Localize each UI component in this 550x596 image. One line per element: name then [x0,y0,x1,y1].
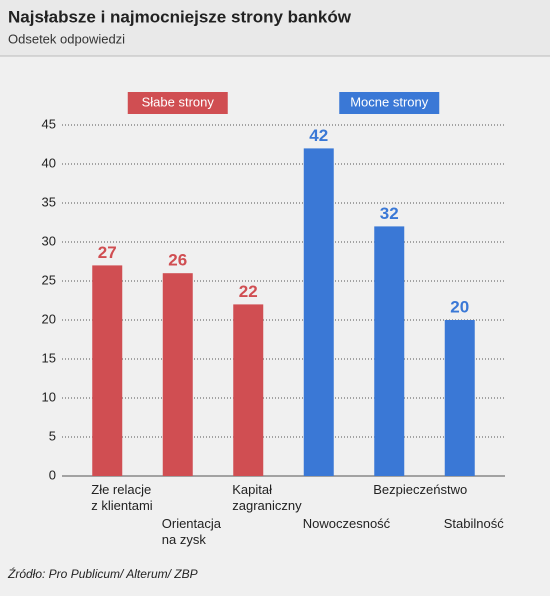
bar [233,304,264,476]
y-tick-label: 45 [42,116,56,131]
x-tick-label: Nowoczesność [302,516,391,531]
bar [92,265,123,476]
y-tick-label: 20 [42,311,56,326]
value-label: 27 [98,243,117,262]
legend-swatch [127,92,228,114]
value-label: 20 [450,297,469,316]
x-tick-label: Bezpieczeństwo [373,482,468,497]
value-label: 26 [168,251,187,270]
chart-title: Najsłabsze i najmocniejsze strony banków [8,7,352,26]
y-tick-label: 25 [42,272,56,287]
y-tick-label: 10 [42,389,56,404]
value-label: 22 [239,282,258,301]
value-label: 32 [380,204,399,223]
source: Źródło: Pro Publicum/ Alterum/ ZBP [8,567,198,581]
x-tick-label: Orientacja na zysk [161,516,221,547]
bar [303,148,334,476]
x-tick-label: Kapitał zagraniczny [232,482,302,513]
bar [444,320,475,476]
header [0,0,550,56]
y-tick-label: 5 [49,428,56,443]
chart-subtitle: Odsetek odpowiedzi [8,31,125,46]
y-tick-label: 0 [49,467,56,482]
x-tick-label: Złe relacje z klientami [91,482,153,513]
bar [374,226,405,476]
x-tick-label: Stabilność [443,516,504,531]
bar [162,273,193,476]
y-tick-label: 40 [42,155,56,170]
y-tick-label: 15 [42,350,56,365]
legend-swatch [339,92,440,114]
legend-label: Mocne strony [350,94,429,109]
legend-label: Słabe strony [142,94,215,109]
y-tick-label: 35 [42,194,56,209]
y-tick-label: 30 [42,233,56,248]
value-label: 42 [309,126,328,145]
